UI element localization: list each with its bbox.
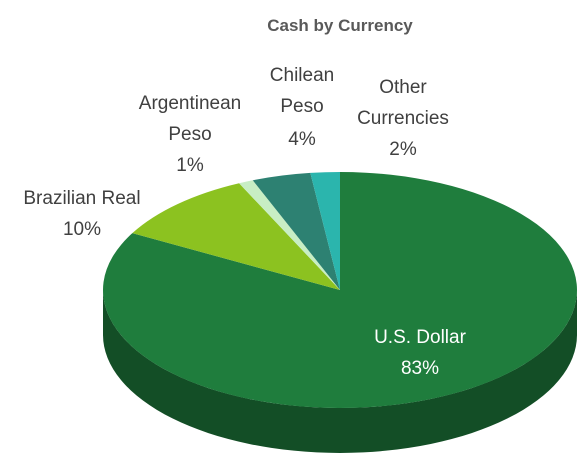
chart-title: Cash by Currency xyxy=(267,16,413,35)
slice xyxy=(102,172,577,408)
slice-side xyxy=(103,290,577,453)
slice-label: U.S. Dollar xyxy=(374,327,466,348)
value-label: 10% xyxy=(62,219,102,240)
slice xyxy=(252,172,340,290)
value-label: 2% xyxy=(389,139,417,160)
slice xyxy=(239,180,340,290)
value-label: 1% xyxy=(176,155,204,176)
value-label: 83% xyxy=(400,358,440,379)
slice xyxy=(132,183,340,290)
slice-label: Other Currencies xyxy=(357,77,449,129)
slice xyxy=(310,172,340,290)
slice-label: Argentinean Peso xyxy=(138,93,242,145)
slice-label: Brazilian Real xyxy=(23,188,141,209)
value-label: 4% xyxy=(288,129,316,150)
slice-label: Chilean Peso xyxy=(269,65,335,117)
